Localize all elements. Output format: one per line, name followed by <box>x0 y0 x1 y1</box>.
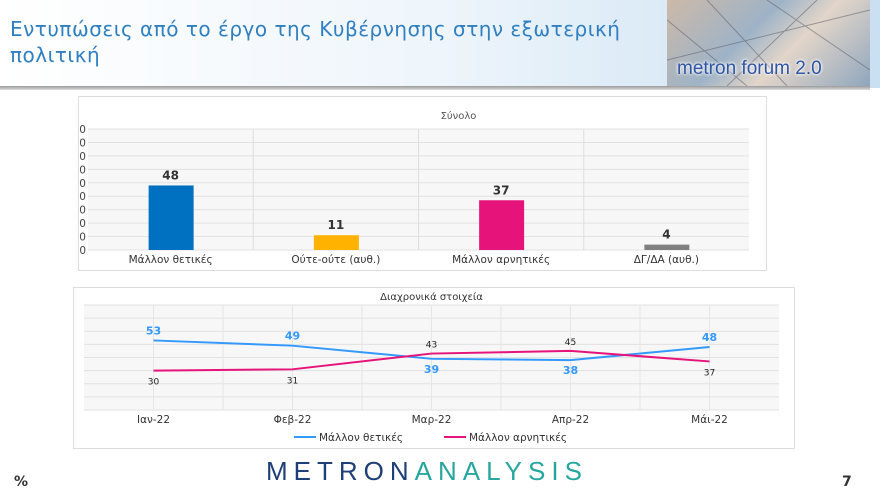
y-tick-label: 90 <box>79 124 86 136</box>
x-tick-label: Απρ-22 <box>552 414 589 426</box>
y-tick-label: 60 <box>79 164 86 176</box>
y-tick-label: 0 <box>79 245 86 257</box>
x-tick-label: ΔΓ/ΔΑ (αυθ.) <box>634 254 699 266</box>
y-tick-label: 20 <box>79 218 86 230</box>
banner-pattern <box>667 0 870 86</box>
metron-analysis-logo: METRONANALYSIS <box>266 456 588 486</box>
data-label: 43 <box>426 341 437 351</box>
x-tick-label: Μάλλον αρνητικές <box>452 254 550 266</box>
x-tick-label: Ούτε-ούτε (αυθ.) <box>291 254 380 266</box>
bar <box>644 244 690 250</box>
page-title: Εντυπώσεις από το έργο της Κυβέρνησης στ… <box>10 17 621 67</box>
banner-text: metron forum 2.0 <box>677 58 822 79</box>
bar <box>148 185 194 250</box>
x-tick-label: Ιαν-22 <box>137 414 170 426</box>
data-label: 49 <box>285 330 300 343</box>
bar-value-label: 4 <box>662 228 670 242</box>
x-tick-label: Μαρ-22 <box>412 414 452 426</box>
bar-chart: Σύνολο 010 2030 4050 6070 8090 48 Μάλλον θετικέ… <box>73 110 749 266</box>
data-label: 48 <box>702 331 717 344</box>
series-line-positive <box>153 339 710 362</box>
data-label: 39 <box>424 363 439 376</box>
data-label: 45 <box>565 338 576 348</box>
x-tick-label: Φεβ-22 <box>274 414 312 426</box>
y-tick-label: 30 <box>79 205 86 217</box>
y-tick-label: 10 <box>79 232 86 244</box>
y-tick-label: 80 <box>79 137 86 149</box>
bar-value-label: 37 <box>493 183 510 197</box>
bar-value-label: 48 <box>162 168 179 182</box>
y-tick-label: 40 <box>79 191 86 203</box>
y-tick-label: 70 <box>79 151 86 163</box>
bar-chart-panel: Σύνολο 010 2030 4050 6070 8090 48 Μάλλον θετικέ… <box>73 96 767 271</box>
data-label: 53 <box>146 324 161 337</box>
legend-label: Μάλλον αρνητικές <box>469 432 567 444</box>
x-tick-label: Μάλλον θετικές <box>129 254 213 266</box>
legend-label: Μάλλον θετικές <box>319 432 403 444</box>
x-tick-label: Μάι-22 <box>691 414 728 426</box>
chart-title: Διαχρονικά στοιχεία <box>380 291 483 303</box>
data-label: 37 <box>704 368 715 378</box>
y-tick-label: 50 <box>79 178 86 190</box>
metron-forum-banner: metron forum 2.0 <box>667 0 870 86</box>
data-label: 38 <box>563 364 578 377</box>
data-label: 31 <box>287 376 298 386</box>
bar-value-label: 11 <box>328 218 345 232</box>
page-number: 7 <box>842 474 852 490</box>
line-chart: Διαχρονικά στοιχεία Ιαν-22 Φεβ-22 Μαρ-22 Απρ… <box>84 291 779 444</box>
data-label: 30 <box>148 378 160 388</box>
line-chart-panel: Διαχρονικά στοιχεία Ιαν-22 Φεβ-22 Μαρ-22 Απρ… <box>73 287 795 449</box>
header-divider <box>0 86 870 90</box>
unit-label: % <box>14 474 29 490</box>
bar <box>479 200 525 250</box>
bar <box>313 235 359 250</box>
chart-title: Σύνολο <box>441 110 477 122</box>
series-line-negative <box>153 349 710 372</box>
